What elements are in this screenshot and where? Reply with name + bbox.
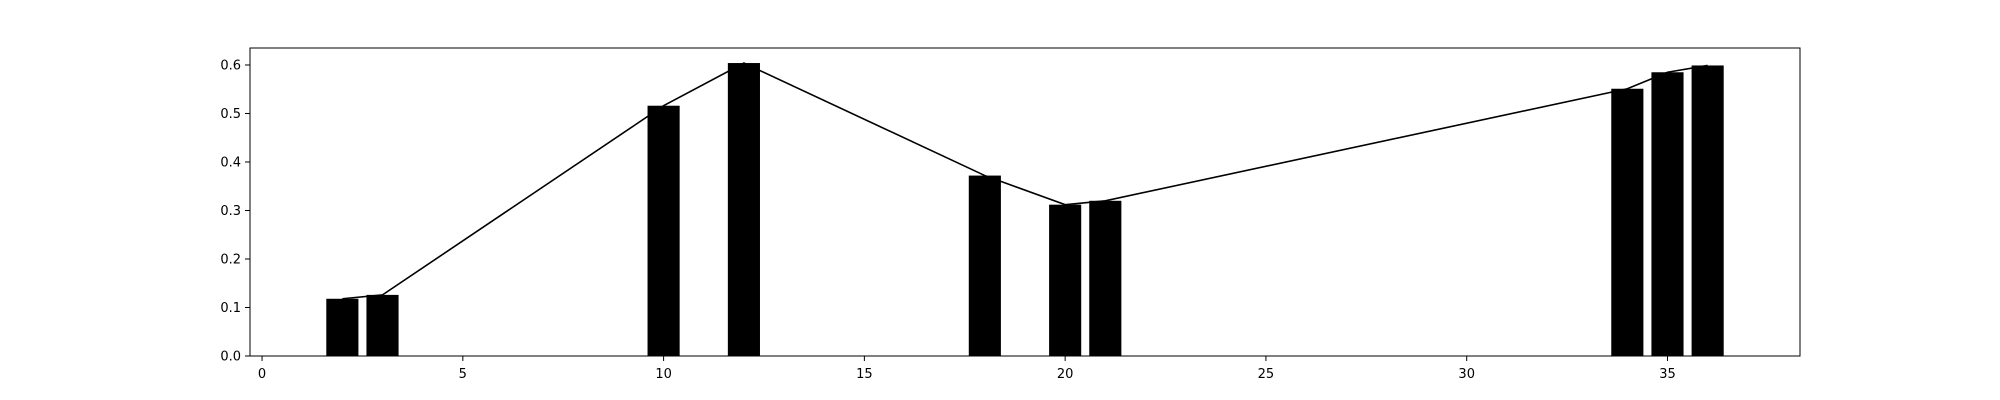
bar — [366, 294, 399, 356]
bar — [647, 105, 680, 356]
x-tick-label: 20 — [1057, 367, 1074, 382]
y-tick-label: 0.5 — [220, 107, 241, 122]
bar — [326, 298, 359, 356]
x-tick-label: 5 — [459, 367, 467, 382]
bar — [1691, 65, 1724, 356]
bar — [1651, 72, 1684, 357]
bar — [1049, 204, 1082, 356]
y-tick-label: 0.2 — [220, 252, 241, 267]
x-tick-label: 0 — [258, 367, 266, 382]
line-series — [342, 62, 1708, 300]
x-tick-label: 15 — [856, 367, 873, 382]
plot-frame — [249, 47, 1801, 357]
y-tick-label: 0.3 — [220, 204, 241, 219]
y-tick-label: 0.4 — [220, 155, 241, 170]
y-axis: 0.0 0.1 0.2 0.3 0.4 0.5 0.6 — [220, 58, 250, 365]
bar — [968, 175, 1001, 356]
bar — [727, 63, 760, 356]
bar — [1089, 200, 1122, 356]
y-tick-label: 0.6 — [220, 58, 241, 73]
y-tick-label: 0.0 — [220, 350, 241, 365]
x-tick-label: 30 — [1458, 367, 1475, 382]
x-tick-label: 10 — [655, 367, 672, 382]
series-line — [342, 62, 1708, 300]
x-axis: 0 5 10 15 20 25 30 35 — [258, 356, 1676, 382]
y-tick-label: 0.1 — [220, 301, 241, 316]
bar-series — [326, 63, 1724, 357]
bar — [1611, 88, 1644, 356]
x-tick-label: 35 — [1659, 367, 1676, 382]
x-tick-label: 25 — [1258, 367, 1275, 382]
